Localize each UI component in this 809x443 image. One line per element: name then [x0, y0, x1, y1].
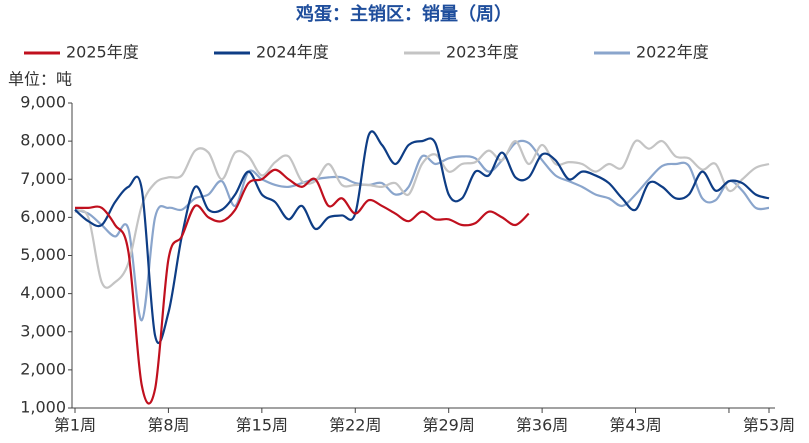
- y-tick-label: 7,000: [20, 169, 66, 188]
- unit-label: 单位：吨: [8, 70, 72, 89]
- x-tick-label: 第43周: [609, 416, 661, 435]
- y-tick-label: 6,000: [20, 207, 66, 226]
- y-tick-label: 3,000: [20, 321, 66, 340]
- y-tick-label: 1,000: [20, 398, 66, 417]
- chart-title: 鸡蛋：主销区：销量（周）: [295, 3, 512, 25]
- series-line: [75, 168, 530, 405]
- y-tick-label: 8,000: [20, 131, 66, 150]
- x-tick-label: 第8周: [147, 416, 189, 435]
- x-tick-label: 第36周: [516, 416, 568, 435]
- x-tick-label: 第22周: [329, 416, 381, 435]
- x-tick-label: 第53周: [743, 416, 795, 435]
- series-line: [74, 139, 770, 289]
- series-line: [74, 139, 770, 322]
- legend-label: 2022年度: [636, 43, 709, 62]
- legend-label: 2025年度: [66, 43, 139, 62]
- y-tick-label: 2,000: [20, 359, 66, 378]
- x-tick-label: 第15周: [236, 416, 288, 435]
- legend-label: 2023年度: [446, 43, 519, 62]
- y-tick-label: 4,000: [20, 283, 66, 302]
- x-tick-label: 第29周: [423, 416, 475, 435]
- legend-label: 2024年度: [256, 43, 329, 62]
- y-tick-label: 5,000: [20, 245, 66, 264]
- y-tick-label: 9,000: [20, 93, 66, 112]
- x-tick-label: 第1周: [54, 416, 96, 435]
